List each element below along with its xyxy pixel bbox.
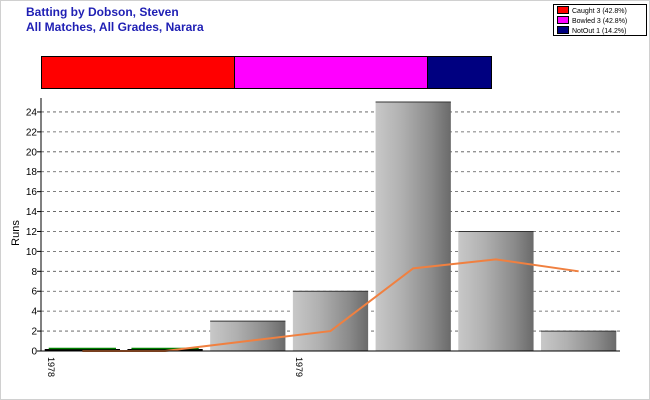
legend-item-bowled: Bowled 3 (42.8%) xyxy=(557,16,627,25)
dismissal-segment-bowled xyxy=(234,57,427,88)
legend-label-bowled: Bowled 3 (42.8%) xyxy=(572,18,628,25)
y-tick-label-2: 2 xyxy=(31,327,37,338)
legend-item-notout: NotOut 1 (14.2%) xyxy=(557,26,626,35)
title-line-2: All Matches, All Grades, Narara xyxy=(26,20,204,34)
legend-swatch-notout xyxy=(557,26,569,34)
y-axis-label: Runs xyxy=(10,220,22,246)
legend-swatch-caught xyxy=(557,6,569,14)
y-tick-label-4: 4 xyxy=(31,307,37,318)
y-tick-label-16: 16 xyxy=(26,187,38,198)
bar-2 xyxy=(210,321,286,351)
x-tick-label-1978: 1978 xyxy=(46,357,56,377)
y-tick-label-8: 8 xyxy=(31,267,37,278)
dismissal-segment-notout xyxy=(426,57,491,88)
y-tick-label-10: 10 xyxy=(26,247,38,258)
legend-label-caught: Caught 3 (42.8%) xyxy=(572,8,627,15)
chart-title: Batting by Dobson, Steven All Matches, A… xyxy=(26,5,204,35)
bar-6 xyxy=(541,331,617,351)
y-tick-label-24: 24 xyxy=(26,107,38,118)
bar-3 xyxy=(292,291,369,351)
y-tick-label-12: 12 xyxy=(26,227,38,238)
y-tick-label-0: 0 xyxy=(31,347,37,358)
y-tick-label-22: 22 xyxy=(26,127,38,138)
dismissal-segment-caught xyxy=(42,57,235,88)
bar-4 xyxy=(375,102,451,351)
dismissal-proportion-bar xyxy=(41,56,492,89)
y-tick-label-18: 18 xyxy=(26,167,38,178)
x-tick-label-1979: 1979 xyxy=(294,357,304,377)
y-tick-label-14: 14 xyxy=(26,207,38,218)
y-tick-label-6: 6 xyxy=(31,287,37,298)
legend-label-notout: NotOut 1 (14.2%) xyxy=(572,28,627,35)
bar-5 xyxy=(458,231,534,351)
legend: Caught 3 (42.8%) Bowled 3 (42.8%) NotOut… xyxy=(553,4,647,36)
y-tick-label-20: 20 xyxy=(26,147,38,158)
legend-item-caught: Caught 3 (42.8%) xyxy=(557,6,627,15)
title-line-1: Batting by Dobson, Steven xyxy=(26,5,179,19)
legend-swatch-bowled xyxy=(557,16,569,24)
